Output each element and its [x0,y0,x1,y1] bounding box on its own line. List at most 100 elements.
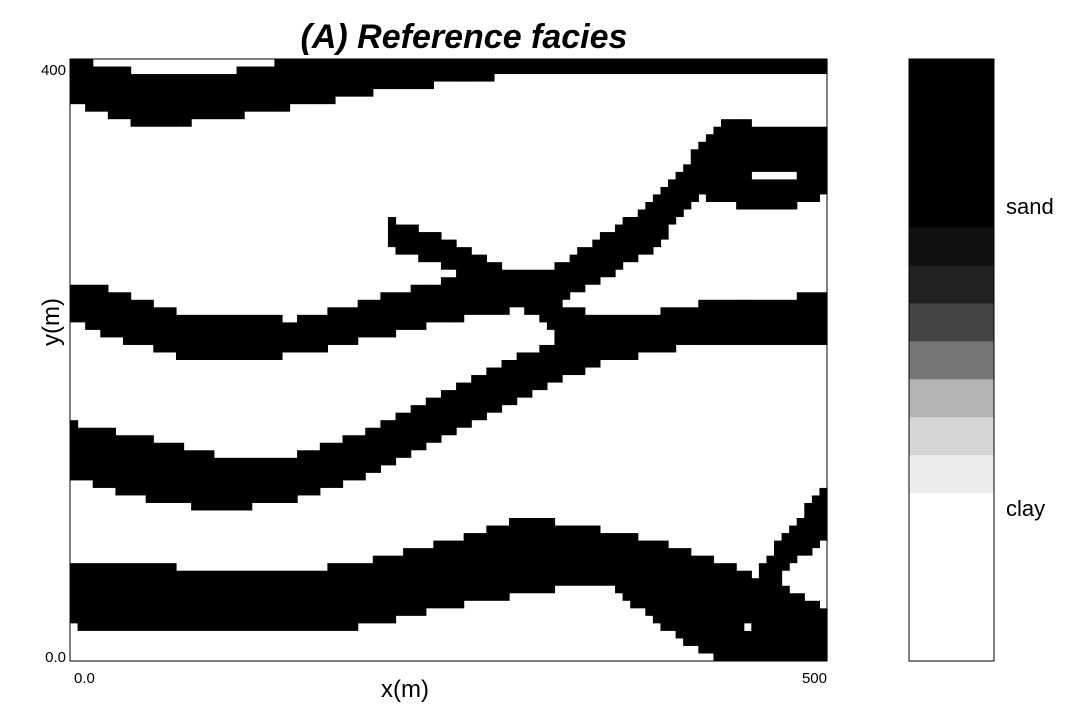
sand-cell [334,307,344,345]
sand-cell [213,74,222,120]
sand-cell [607,314,616,360]
sand-cell [206,74,215,120]
sand-cell [781,179,790,210]
sand-cell [448,277,457,323]
x-tick-label-left: 0.0 [74,670,95,687]
sand-cell [796,292,805,345]
sand-cell [652,194,662,248]
sand-cell [736,59,745,75]
sand-cell [471,254,480,315]
sand-cell [630,217,639,263]
sand-cell [191,570,200,631]
sand-cell [736,299,745,345]
sand-cell [758,59,768,75]
sand-cell [244,457,253,511]
sand-cell [266,570,275,631]
sand-cell [615,59,624,75]
sand-cell [266,314,275,360]
sand-cell [569,254,578,293]
y-axis-label: y(m) [38,298,65,346]
sand-cell [766,555,775,661]
sand-cell [77,563,86,631]
sand-cell [175,442,185,503]
sand-cell [811,292,821,345]
sand-cell [410,224,419,255]
sand-cell [819,487,828,541]
sand-cell [107,427,117,488]
sand-cell [660,307,669,353]
sand-cell [584,247,593,285]
sand-cell [221,457,230,511]
sand-cell [183,450,192,503]
sand-cell [213,314,222,360]
sand-cell [774,299,783,345]
sand-cell [138,74,147,127]
sand-cell [660,186,669,240]
sand-cell [387,59,397,90]
sand-cell [357,59,366,97]
sand-cell [312,59,321,105]
sand-cell [130,74,139,127]
sand-cell [251,66,260,112]
sand-cell [145,74,154,127]
sand-cell [819,292,828,345]
sand-cell [546,269,556,330]
sand-cell [380,555,389,624]
sand-cell [350,59,359,97]
sand-cell [721,59,730,75]
sand-cell [811,126,821,202]
sand-cell [637,540,646,609]
sand-cell [138,435,147,496]
sand-cell [501,360,510,406]
sand-cell [403,59,412,90]
sand-cell [228,457,238,511]
sand-cell [440,390,450,436]
sand-cell [766,59,775,75]
sand-cell [410,405,419,451]
sand-cell [448,239,457,270]
sand-cell [463,382,472,428]
sand-cell [615,224,624,270]
sand-cell [493,262,503,315]
sand-cell [516,59,525,75]
sand-cell [312,450,321,496]
sand-cell [92,427,101,488]
sand-cell [183,314,192,360]
sand-cell [804,292,813,345]
sand-cell [244,66,253,112]
sand-cell [198,570,207,631]
sand-cell [418,59,427,90]
sand-cell [721,299,730,345]
sand-cell [592,59,601,75]
sand-cell [645,314,654,353]
sand-cell [705,59,715,75]
sand-cell [85,284,94,330]
sand-cell [660,540,669,631]
sand-cell [766,299,775,345]
sand-cell [713,563,722,661]
sand-cell [357,435,366,481]
sand-cell [471,533,480,601]
sand-cell [440,277,450,323]
sand-cell [622,314,631,360]
sand-cell [705,134,715,202]
sand-cell [781,299,790,345]
sand-cell [758,563,768,661]
sand-cell [637,59,646,75]
sand-cell [274,59,283,112]
sand-cell [198,314,207,360]
sand-cell [380,59,389,90]
sand-cell [160,442,170,503]
sand-cell [418,232,427,263]
sand-cell [304,59,313,105]
sand-cell [668,179,677,225]
colorbar-level [909,341,994,380]
sand-cell [766,126,775,172]
sand-cell [811,600,821,661]
sand-cell [796,518,805,556]
sand-cell [395,59,404,90]
sand-cell [751,179,760,210]
sand-cell [546,344,556,383]
sand-cell [70,420,79,481]
sand-cell [342,435,351,481]
